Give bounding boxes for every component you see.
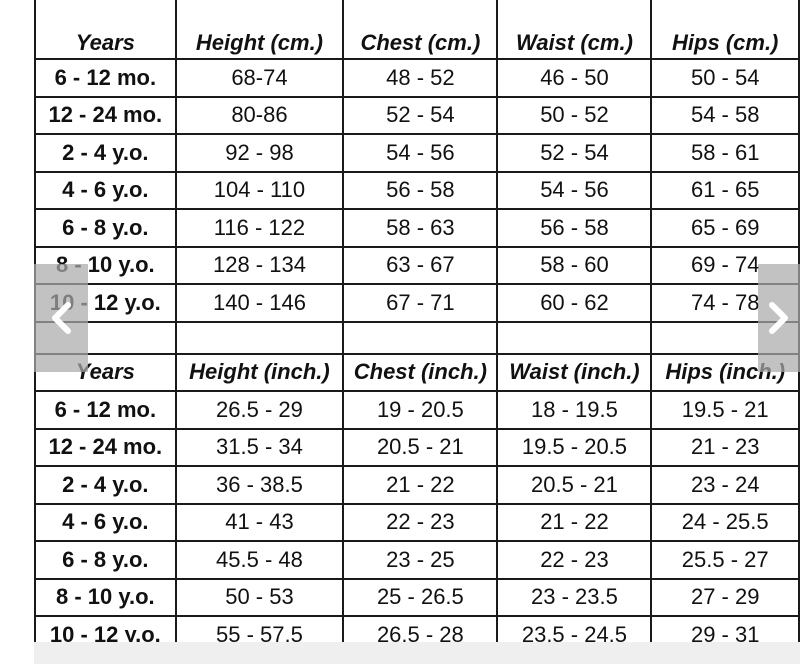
measurement-cell: 23 - 23.5 (496, 577, 653, 617)
age-group-cell: 12 - 24 mo. (34, 95, 177, 135)
table-row: 8 - 10 y.o. 50 - 53 25 - 26.5 23 - 23.5 27 -… (34, 577, 800, 617)
size-chart-table: Years Height (cm.) Chest (cm.) Waist (cm.) H… (34, 0, 800, 655)
measurement-cell: 23 - 24 (650, 465, 800, 505)
measurement-cell: 25 - 26.5 (342, 577, 499, 617)
age-group-cell: 6 - 8 y.o. (34, 540, 177, 580)
measurement-cell: 23 - 25 (342, 540, 499, 580)
measurement-cell: 26.5 - 29 (174, 390, 345, 430)
table-row: 2 - 4 y.o. 36 - 38.5 21 - 22 20.5 - 21 23 - … (34, 465, 800, 505)
measurement-cell: 56 - 58 (496, 208, 653, 248)
table-row: 12 - 24 mo. 80-86 52 - 54 50 - 52 54 - 58 (34, 95, 800, 135)
age-group-cell: 2 - 4 y.o. (34, 465, 177, 505)
table-row: 8 - 10 y.o. 128 - 134 63 - 67 58 - 60 69 - 7… (34, 245, 800, 285)
age-group-cell: 8 - 10 y.o. (34, 577, 177, 617)
table-row: 6 - 8 y.o. 116 - 122 58 - 63 56 - 58 65 - 69 (34, 208, 800, 248)
measurement-cell: 48 - 52 (342, 58, 499, 98)
table-row: 12 - 24 mo. 31.5 - 34 20.5 - 21 19.5 - 20.5… (34, 427, 800, 467)
measurement-cell: 63 - 67 (342, 245, 499, 285)
measurement-cell: 50 - 52 (496, 95, 653, 135)
measurement-cell: 19 - 20.5 (342, 390, 499, 430)
empty-cell (342, 320, 499, 355)
measurement-cell: 68-74 (174, 58, 345, 98)
measurement-cell: 19.5 - 21 (650, 390, 800, 430)
measurement-cell: 58 - 61 (650, 133, 800, 173)
measurement-cell: 45.5 - 48 (174, 540, 345, 580)
empty-cell (174, 320, 345, 355)
column-header: Hips (cm.) (650, 0, 800, 60)
column-header: Waist (cm.) (496, 0, 653, 60)
measurement-cell: 58 - 63 (342, 208, 499, 248)
measurement-cell: 52 - 54 (496, 133, 653, 173)
measurement-cell: 50 - 53 (174, 577, 345, 617)
table-row: 6 - 8 y.o. 45.5 - 48 23 - 25 22 - 23 25.5 - … (34, 540, 800, 580)
image-bottom-strip (34, 642, 800, 664)
table-row: 4 - 6 y.o. 41 - 43 22 - 23 21 - 22 24 - 25.5 (34, 502, 800, 542)
measurement-cell: 41 - 43 (174, 502, 345, 542)
measurement-cell: 22 - 23 (342, 502, 499, 542)
table-row: 4 - 6 y.o. 104 - 110 56 - 58 54 - 56 61 - 65 (34, 170, 800, 210)
measurement-cell: 116 - 122 (174, 208, 345, 248)
measurement-cell: 19.5 - 20.5 (496, 427, 653, 467)
column-header: Chest (inch.) (342, 352, 499, 392)
measurement-cell: 104 - 110 (174, 170, 345, 210)
measurement-cell: 61 - 65 (650, 170, 800, 210)
measurement-cell: 20.5 - 21 (342, 427, 499, 467)
chevron-left-icon (52, 302, 71, 334)
column-header: Chest (cm.) (342, 0, 499, 60)
column-header: Waist (inch.) (496, 352, 653, 392)
measurement-cell: 60 - 62 (496, 283, 653, 323)
table-row: 6 - 12 mo. 68-74 48 - 52 46 - 50 50 - 54 (34, 58, 800, 98)
age-group-cell: 6 - 8 y.o. (34, 208, 177, 248)
age-group-cell: 6 - 12 mo. (34, 58, 177, 98)
measurement-cell: 54 - 56 (496, 170, 653, 210)
measurement-cell: 25.5 - 27 (650, 540, 800, 580)
carousel-prev-button[interactable] (34, 264, 88, 372)
measurement-cell: 21 - 22 (342, 465, 499, 505)
measurement-cell: 67 - 71 (342, 283, 499, 323)
measurement-cell: 20.5 - 21 (496, 465, 653, 505)
measurement-cell: 58 - 60 (496, 245, 653, 285)
cm_table-header-row: Years Height (cm.) Chest (cm.) Waist (cm.) H… (34, 0, 800, 60)
age-group-cell: 2 - 4 y.o. (34, 133, 177, 173)
measurement-cell: 46 - 50 (496, 58, 653, 98)
measurement-cell: 36 - 38.5 (174, 465, 345, 505)
column-header: Height (inch.) (174, 352, 345, 392)
measurement-cell: 22 - 23 (496, 540, 653, 580)
chevron-right-icon (769, 302, 788, 334)
inch_table-header-row: Years Height (inch.) Chest (inch.) Waist (i… (34, 352, 800, 392)
table-row: 2 - 4 y.o. 92 - 98 54 - 56 52 - 54 58 - 61 (34, 133, 800, 173)
age-group-cell: 6 - 12 mo. (34, 390, 177, 430)
measurement-cell: 27 - 29 (650, 577, 800, 617)
column-header: Height (cm.) (174, 0, 345, 60)
measurement-cell: 54 - 56 (342, 133, 499, 173)
spacer-row (34, 320, 800, 355)
age-group-cell: 12 - 24 mo. (34, 427, 177, 467)
age-group-cell: 4 - 6 y.o. (34, 502, 177, 542)
measurement-cell: 140 - 146 (174, 283, 345, 323)
table-row: 6 - 12 mo. 26.5 - 29 19 - 20.5 18 - 19.5 19.… (34, 390, 800, 430)
measurement-cell: 80-86 (174, 95, 345, 135)
measurement-cell: 92 - 98 (174, 133, 345, 173)
age-group-cell: 4 - 6 y.o. (34, 170, 177, 210)
measurement-cell: 52 - 54 (342, 95, 499, 135)
carousel-next-button[interactable] (758, 264, 800, 372)
measurement-cell: 24 - 25.5 (650, 502, 800, 542)
measurement-cell: 128 - 134 (174, 245, 345, 285)
table-row: 10 - 12 y.o. 140 - 146 67 - 71 60 - 62 74 - … (34, 283, 800, 323)
measurement-cell: 18 - 19.5 (496, 390, 653, 430)
measurement-cell: 65 - 69 (650, 208, 800, 248)
measurement-cell: 50 - 54 (650, 58, 800, 98)
measurement-cell: 31.5 - 34 (174, 427, 345, 467)
column-header: Years (34, 0, 177, 60)
measurement-cell: 56 - 58 (342, 170, 499, 210)
measurement-cell: 21 - 23 (650, 427, 800, 467)
measurement-cell: 21 - 22 (496, 502, 653, 542)
empty-cell (496, 320, 653, 355)
measurement-cell: 54 - 58 (650, 95, 800, 135)
